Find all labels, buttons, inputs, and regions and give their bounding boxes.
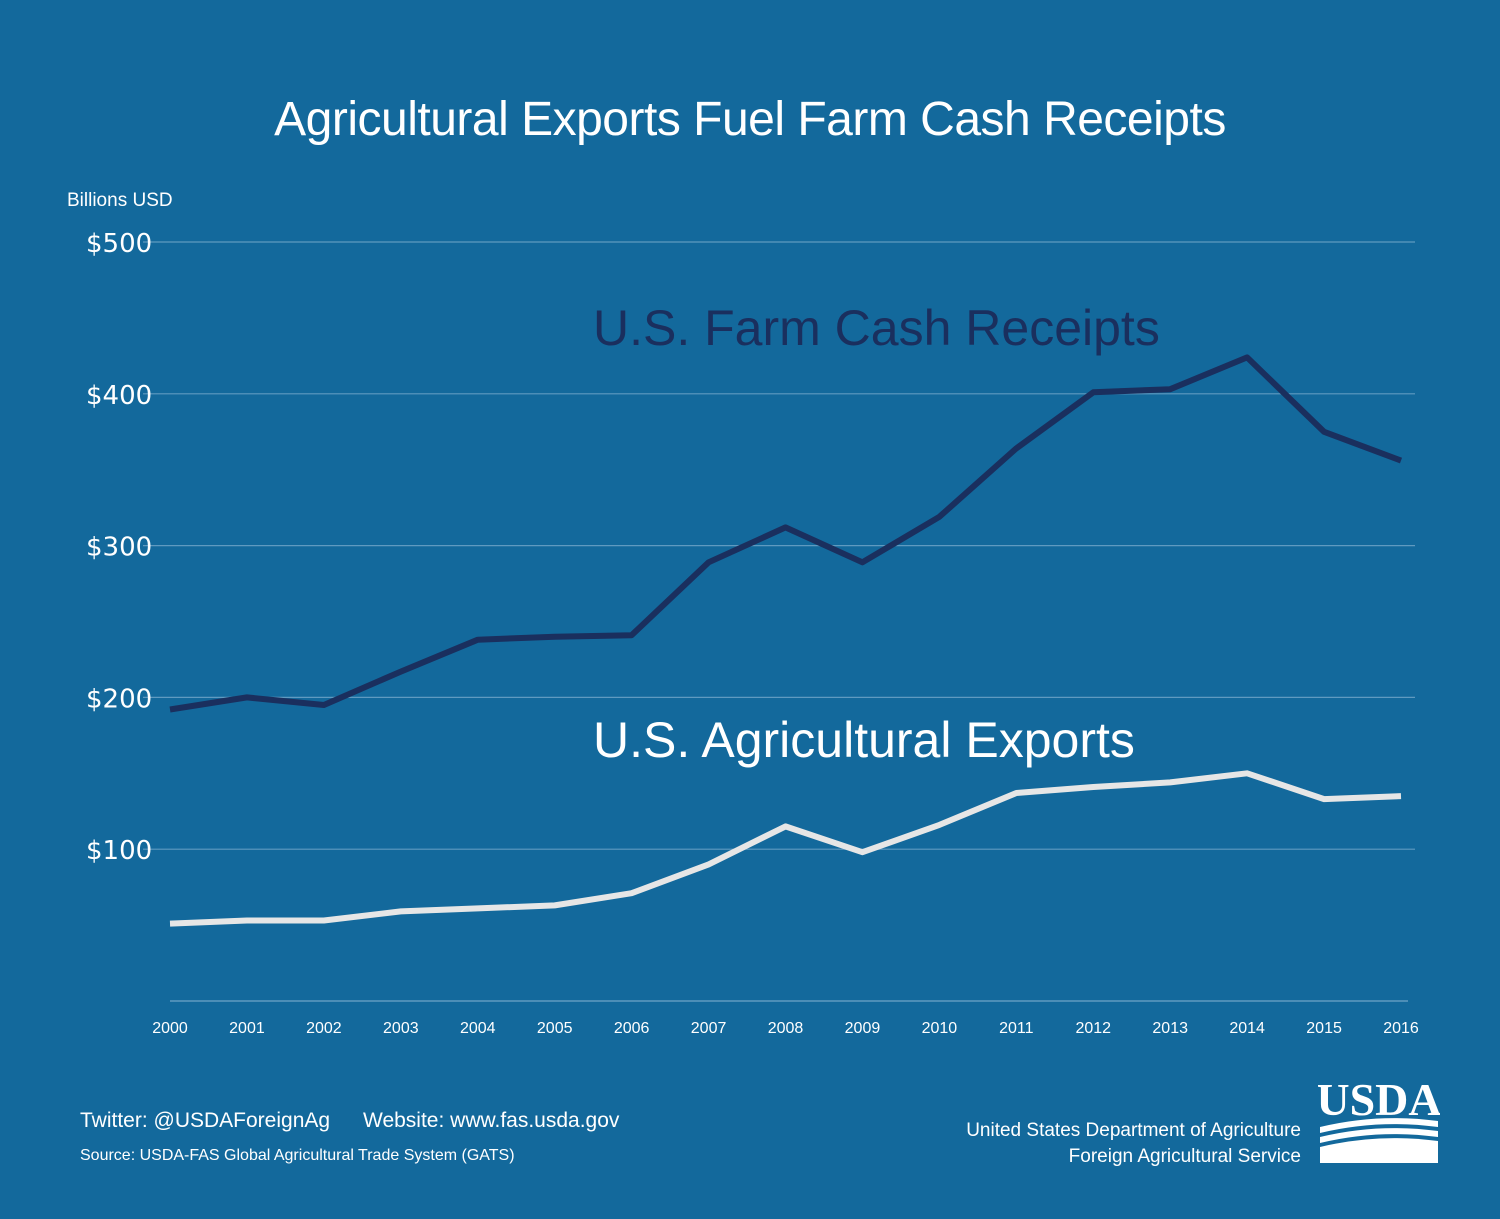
y-tick-label: $300 xyxy=(86,533,152,563)
org-line-1: United States Department of Agriculture xyxy=(966,1120,1301,1141)
y-tick-label: $400 xyxy=(86,381,152,411)
y-tick-labels: $100 $200 $300 $400 $500 xyxy=(86,229,152,866)
series-line-0 xyxy=(169,354,1403,713)
x-tick-label: 2008 xyxy=(768,1020,804,1037)
twitter-handle: Twitter: @USDAForeignAg xyxy=(80,1109,331,1132)
x-tick-label: 2013 xyxy=(1152,1020,1188,1037)
x-tick-label: 2003 xyxy=(383,1020,419,1037)
series-lines xyxy=(169,354,1403,927)
x-tick-label: 2004 xyxy=(460,1020,496,1037)
chart-title: Agricultural Exports Fuel Farm Cash Rece… xyxy=(274,93,1226,146)
x-tick-label: 2014 xyxy=(1229,1020,1265,1037)
gridlines xyxy=(143,241,1415,1002)
source-note: Source: USDA-FAS Global Agricultural Tra… xyxy=(80,1147,515,1164)
y-tick-label: $100 xyxy=(86,836,152,866)
x-tick-labels: 2000 2001 2002 2003 2004 2005 2006 2007 2008 2009… xyxy=(152,1020,1419,1037)
y-tick-label: $500 xyxy=(86,229,152,259)
logo-field xyxy=(1320,1138,1438,1163)
x-tick-label: 2009 xyxy=(845,1020,881,1037)
usda-logo: USDA xyxy=(1318,1075,1440,1163)
x-tick-label: 2007 xyxy=(691,1020,727,1037)
series-label-0: U.S. Farm Cash Receipts xyxy=(593,300,1160,356)
x-tick-label: 2006 xyxy=(614,1020,650,1037)
x-tick-label: 2005 xyxy=(537,1020,573,1037)
x-tick-label: 2010 xyxy=(922,1020,958,1037)
logo-stripe xyxy=(1320,1128,1438,1143)
x-tick-label: 2001 xyxy=(229,1020,265,1037)
x-tick-label: 2011 xyxy=(999,1020,1034,1037)
logo-stripe xyxy=(1320,1118,1438,1133)
y-tick-label: $200 xyxy=(86,684,152,714)
y-axis-unit-label: Billions USD xyxy=(67,190,173,211)
x-tick-label: 2016 xyxy=(1383,1020,1419,1037)
series-label-1: U.S. Agricultural Exports xyxy=(593,712,1135,768)
org-line-2: Foreign Agricultural Service xyxy=(1068,1146,1301,1167)
x-tick-label: 2012 xyxy=(1075,1020,1111,1037)
series-line-1 xyxy=(169,770,1402,927)
x-tick-label: 2002 xyxy=(306,1020,342,1037)
website-link: Website: www.fas.usda.gov xyxy=(363,1109,620,1132)
x-tick-label: 2000 xyxy=(152,1020,188,1037)
organization-name: United States Department of Agriculture … xyxy=(966,1118,1301,1170)
usda-logo-text: USDA xyxy=(1318,1075,1440,1125)
series-labels: U.S. Farm Cash Receipts U.S. Agricultural… xyxy=(593,300,1160,768)
x-tick-label: 2015 xyxy=(1306,1020,1342,1037)
